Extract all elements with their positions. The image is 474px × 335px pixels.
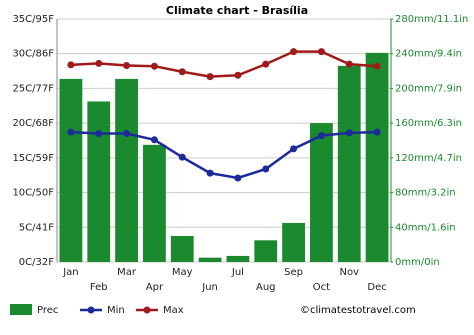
bar	[198, 257, 222, 262]
point	[178, 153, 186, 161]
legend-label: Prec	[37, 305, 58, 316]
x-tick-label: Nov	[339, 267, 359, 278]
point	[67, 61, 75, 69]
y2-tick-label: 120mm/4.7in	[395, 153, 462, 164]
point	[123, 62, 131, 70]
y2-tick-label: 200mm/7.9in	[395, 83, 462, 94]
point	[317, 132, 325, 140]
x-tick-label: Dec	[367, 282, 386, 293]
y-tick-label: 20C/68F	[12, 118, 54, 129]
legend-label: Max	[163, 305, 184, 316]
point	[123, 130, 131, 138]
y-tick-label: 35C/95F	[12, 14, 54, 25]
x-tick-label: Jan	[62, 267, 78, 278]
y-tick-label: 5C/41F	[19, 222, 54, 233]
x-tick-label: Apr	[146, 282, 164, 293]
legend-label: Min	[107, 305, 125, 316]
point	[95, 59, 103, 67]
bar	[143, 144, 166, 262]
point	[150, 136, 158, 144]
y-tick-label: 0C/32F	[19, 257, 54, 268]
x-tick-label: May	[172, 267, 193, 278]
y-tick-label: 10C/50F	[12, 188, 54, 199]
bar	[170, 235, 194, 262]
y2-tick-label: 40mm/1.6in	[395, 222, 456, 233]
bar	[59, 78, 83, 262]
point	[234, 174, 242, 182]
point	[234, 71, 242, 79]
bar	[337, 65, 361, 262]
point	[262, 165, 270, 173]
bar	[87, 101, 111, 262]
point	[67, 128, 75, 136]
bar	[254, 240, 278, 262]
bar	[282, 222, 305, 262]
x-tick-label: Jun	[201, 282, 218, 293]
x-tick-label: Oct	[313, 282, 330, 293]
y2-tick-label: 240mm/9.4in	[395, 49, 462, 60]
point	[95, 130, 103, 138]
x-tick-label: Jul	[231, 267, 244, 278]
legend-swatch	[10, 304, 32, 315]
bar	[310, 123, 333, 263]
source: ©climatestotravel.com	[300, 305, 416, 316]
y2-tick-label: 0mm/0in	[395, 257, 440, 268]
point	[206, 73, 214, 81]
legend-swatch	[87, 306, 95, 314]
x-tick-label: Mar	[117, 267, 137, 278]
line	[70, 50, 378, 78]
y-tick-label: 25C/77F	[12, 83, 54, 94]
point	[317, 48, 325, 56]
legend-swatch	[143, 306, 151, 314]
point	[206, 169, 214, 177]
point	[345, 60, 353, 68]
bar	[365, 52, 389, 262]
bar	[115, 78, 138, 262]
point	[178, 68, 186, 76]
x-tick-label: Sep	[284, 267, 303, 278]
point	[345, 129, 353, 137]
y-tick-label: 30C/86F	[12, 49, 54, 60]
y2-tick-label: 160mm/6.3in	[395, 118, 462, 129]
point	[150, 62, 158, 70]
bar	[226, 255, 250, 262]
y2-tick-label: 280mm/11.1in	[395, 14, 468, 25]
point	[290, 48, 298, 56]
chart-title: Climate chart - Brasília	[166, 4, 308, 17]
x-tick-label: Feb	[90, 282, 108, 293]
point	[373, 62, 381, 70]
x-tick-label: Aug	[256, 282, 276, 293]
y-tick-label: 15C/59F	[12, 153, 54, 164]
line	[70, 130, 378, 180]
y2-tick-label: 80mm/3.2in	[395, 188, 456, 199]
point	[262, 60, 270, 68]
point	[290, 145, 298, 153]
point	[373, 128, 381, 136]
